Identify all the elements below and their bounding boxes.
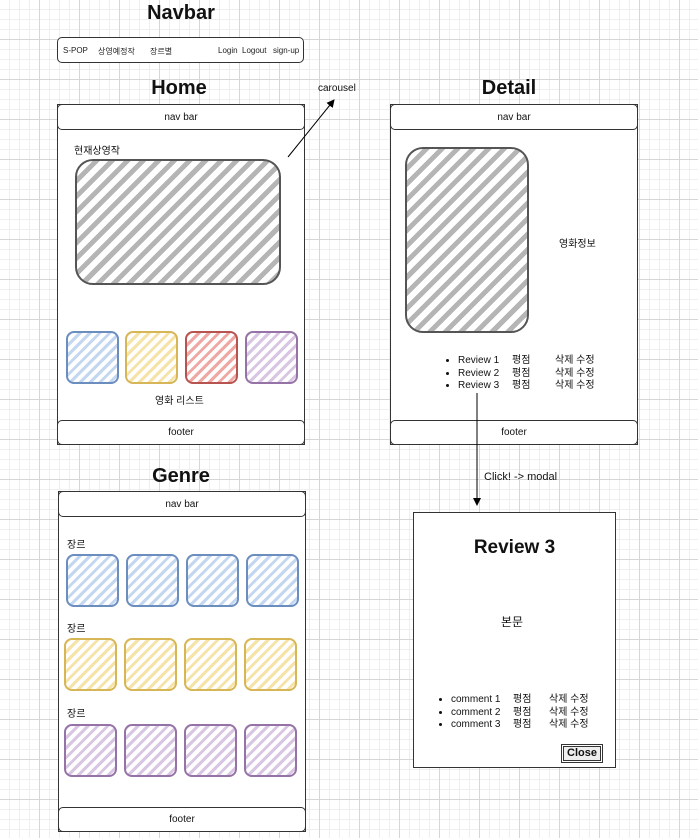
genre-movie-card[interactable] — [64, 638, 117, 691]
genre-movie-card[interactable] — [126, 554, 179, 607]
nav-item-logout[interactable]: Logout — [242, 46, 267, 55]
comment-item[interactable]: comment 1 평점 삭제 수정 — [451, 694, 589, 707]
click-modal-annotation: Click! -> modal — [484, 471, 558, 483]
review-name: Review 1 — [458, 355, 500, 366]
detail-footer: footer — [390, 420, 638, 445]
genre-movie-card[interactable] — [244, 724, 297, 777]
genre-label: 장르 — [67, 624, 86, 635]
detail-info-label: 영화정보 — [559, 239, 596, 250]
home-movie-card[interactable] — [245, 331, 298, 384]
genre-movie-card[interactable] — [186, 554, 239, 607]
nav-item-spop[interactable]: S-POP — [63, 46, 88, 55]
review-actions[interactable]: 삭제 수정 — [555, 380, 595, 391]
comment-actions[interactable]: 삭제 수정 — [549, 694, 589, 705]
comment-rating: 평점 — [513, 719, 532, 730]
comment-rating: 평점 — [513, 694, 532, 705]
review-rating: 평점 — [512, 380, 531, 391]
home-current-label: 현재상영작 — [74, 146, 120, 157]
comment-rating: 평점 — [513, 706, 532, 718]
home-footer: footer — [57, 420, 305, 445]
modal-close-button[interactable]: Close — [561, 744, 603, 763]
genre-navbar: nav bar — [58, 491, 306, 517]
review-name: Review 2 — [458, 367, 500, 379]
carousel-annotation: carousel — [318, 83, 356, 94]
home-movie-card[interactable] — [185, 331, 238, 384]
home-title: Home — [151, 77, 207, 99]
review-item[interactable]: Review 3 평점 삭제 수정 — [458, 380, 595, 393]
genre-movie-card[interactable] — [184, 724, 237, 777]
genre-footer: footer — [58, 807, 306, 832]
nav-item-upcoming[interactable]: 상영예정작 — [98, 47, 135, 56]
genre-movie-card[interactable] — [64, 724, 117, 777]
nav-item-login[interactable]: Login — [218, 46, 238, 55]
comment-name: comment 3 — [451, 719, 501, 730]
modal-title: Review 3 — [473, 537, 556, 558]
genre-movie-card[interactable] — [246, 554, 299, 607]
genre-movie-card[interactable] — [124, 638, 177, 691]
comment-item[interactable]: comment 2 평점 삭제 수정 — [451, 707, 589, 720]
genre-movie-card[interactable] — [244, 638, 297, 691]
genre-label: 장르 — [67, 540, 86, 551]
genre-label: 장르 — [67, 709, 86, 720]
comment-actions[interactable]: 삭제 수정 — [549, 719, 589, 730]
genre-movie-card[interactable] — [66, 554, 119, 607]
home-page: nav bar 현재상영작 영화 리스트 footer — [57, 104, 305, 445]
comment-actions[interactable]: 삭제 수정 — [549, 706, 589, 718]
review-item[interactable]: Review 2 평점 삭제 수정 — [458, 368, 595, 381]
genre-movie-card[interactable] — [184, 638, 237, 691]
home-movie-card[interactable] — [66, 331, 119, 384]
comment-item[interactable]: comment 3 평점 삭제 수정 — [451, 719, 589, 732]
genre-movie-card[interactable] — [124, 724, 177, 777]
review-actions[interactable]: 삭제 수정 — [555, 367, 595, 379]
review-rating: 평점 — [512, 355, 531, 366]
home-carousel[interactable] — [75, 159, 281, 285]
home-navbar: nav bar — [57, 104, 305, 130]
comment-name: comment 2 — [451, 706, 501, 718]
nav-item-genre[interactable]: 장르별 — [150, 47, 173, 56]
review-rating: 평점 — [512, 367, 531, 379]
genre-page: nav bar 장르 장르 장르 footer — [58, 491, 306, 832]
detail-poster — [405, 147, 529, 333]
genre-title: Genre — [152, 465, 210, 487]
review-name: Review 3 — [458, 380, 500, 391]
comment-name: comment 1 — [451, 694, 501, 705]
modal-body: 본문 — [501, 615, 524, 629]
nav-item-signup[interactable]: sign-up — [273, 46, 300, 55]
review-actions[interactable]: 삭제 수정 — [555, 355, 595, 366]
navbar-section-title: Navbar — [147, 2, 215, 24]
navbar-mockup: S-POP 상영예정작 장르별 Login Logout sign-up — [57, 37, 304, 63]
detail-title: Detail — [481, 77, 537, 99]
detail-navbar: nav bar — [390, 104, 638, 130]
home-movie-card[interactable] — [125, 331, 178, 384]
home-list-label: 영화 리스트 — [155, 396, 204, 407]
review-item[interactable]: Review 1 평점 삭제 수정 — [458, 355, 595, 368]
carousel-arrow — [287, 99, 335, 158]
